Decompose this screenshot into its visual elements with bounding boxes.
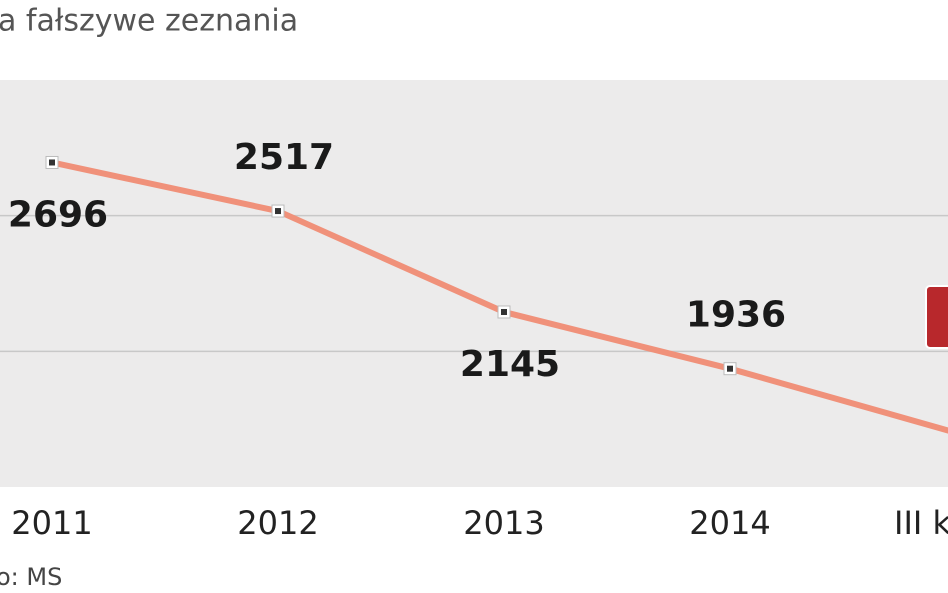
data-label: 1936 xyxy=(686,295,786,336)
grid xyxy=(0,214,948,353)
data-label: 2696 xyxy=(8,194,108,235)
callout-box xyxy=(925,285,948,349)
point-center xyxy=(501,308,507,315)
plot-background xyxy=(0,80,948,487)
x-tick-label: 2013 xyxy=(463,504,544,542)
data-label: 2145 xyxy=(460,344,560,385)
x-tick-label: 2012 xyxy=(237,504,318,542)
x-tick-label: 2011 xyxy=(11,504,92,542)
x-tick-label: III k xyxy=(894,504,948,542)
data-label: 2517 xyxy=(234,137,334,178)
chart-title: a fałszywe zeznania xyxy=(0,4,298,39)
point-center xyxy=(275,208,281,215)
point-center xyxy=(49,159,55,166)
source: o: MS xyxy=(0,563,62,591)
plot: 2696 2517 2145 1936 xyxy=(8,137,948,434)
x-tick-label: 2014 xyxy=(689,504,770,542)
point-center xyxy=(727,365,733,372)
